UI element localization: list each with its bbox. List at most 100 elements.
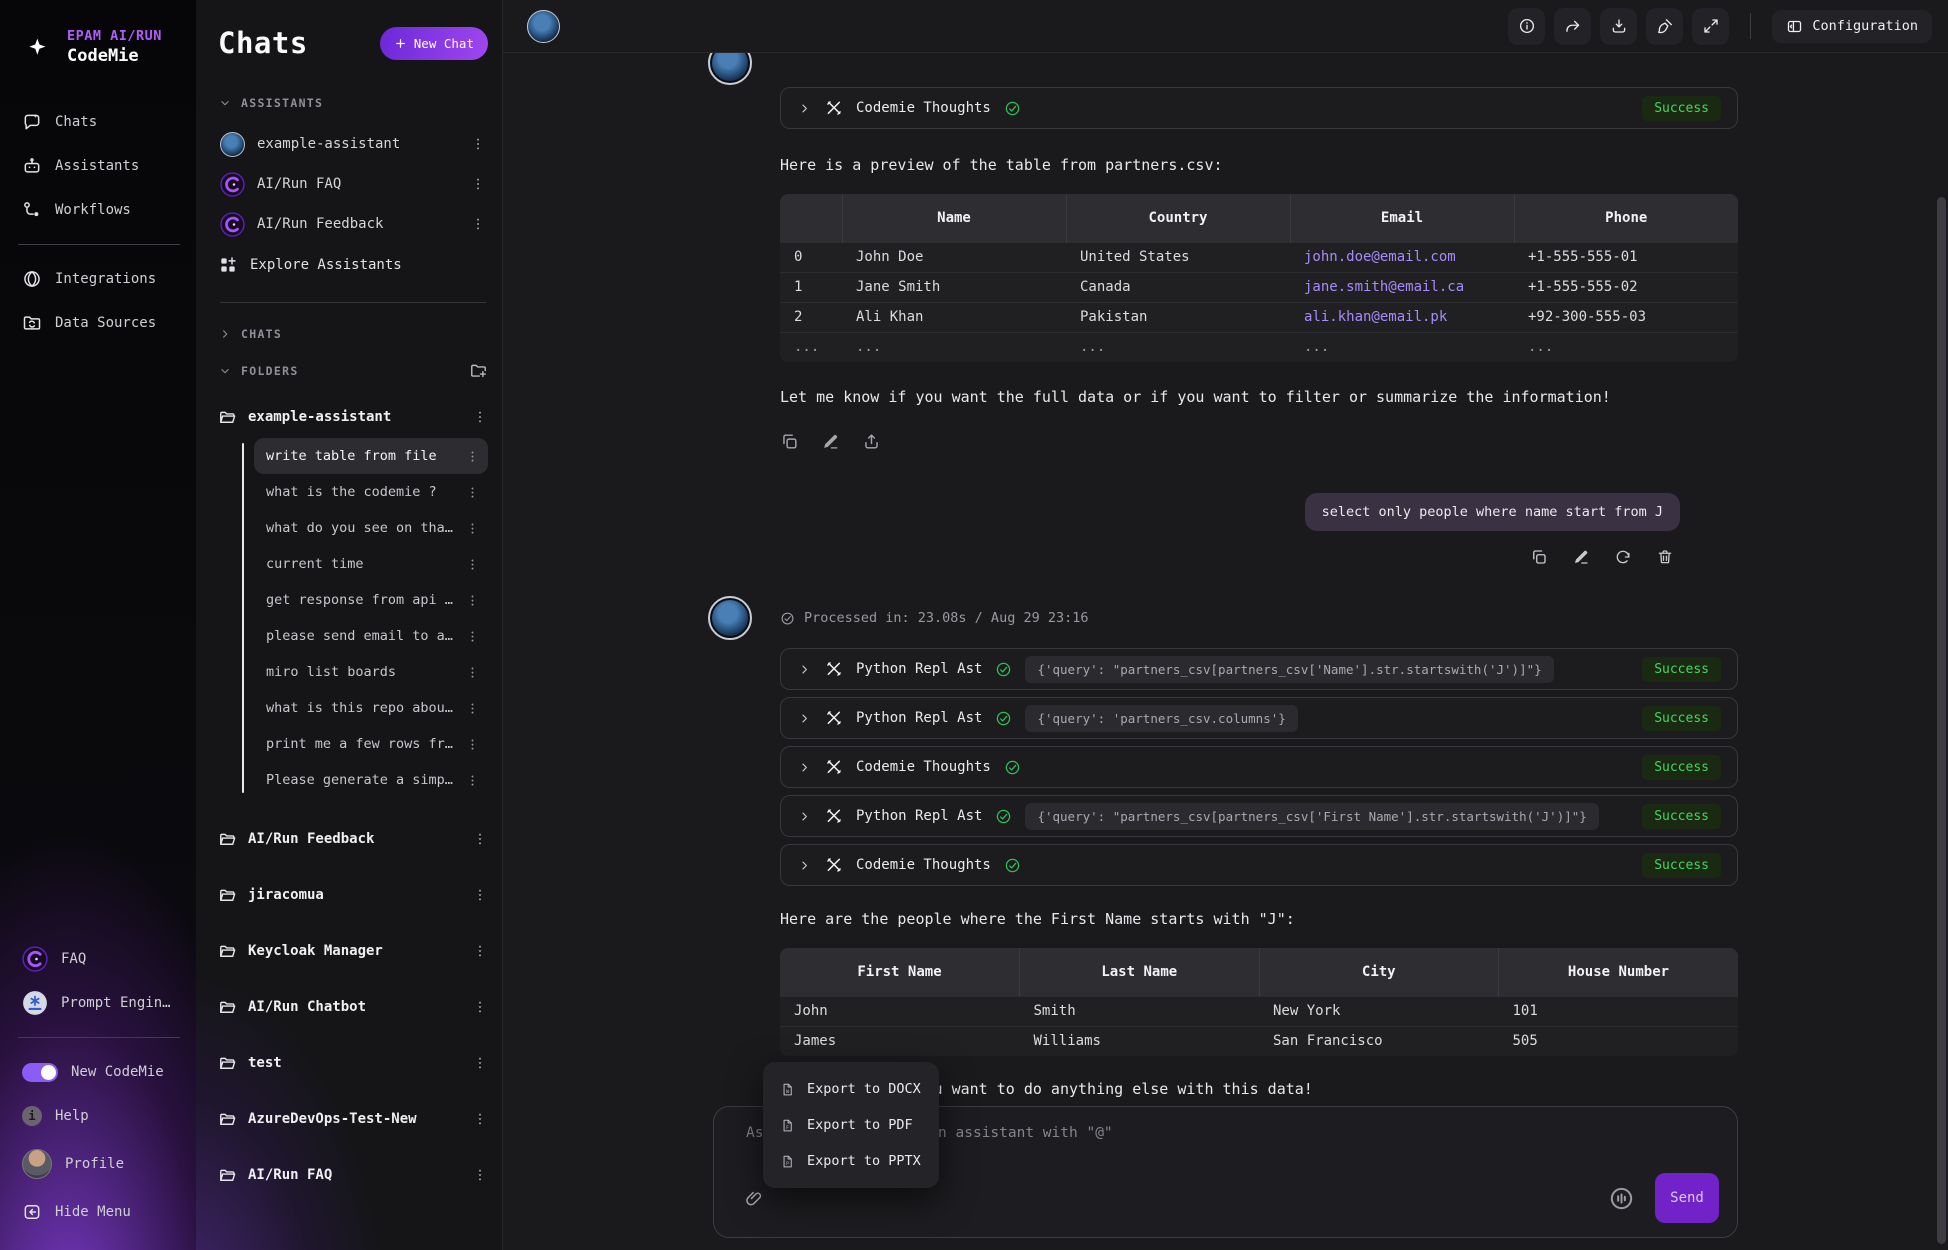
nav-item-integrations[interactable]: Integrations (14, 257, 184, 301)
chat-item[interactable]: Please generate a simp… (254, 762, 488, 798)
kebab-menu-icon[interactable] (470, 176, 486, 192)
folder-label: jiracomua (248, 887, 324, 903)
chevron-right-icon[interactable] (797, 662, 812, 677)
folder-test[interactable]: test (218, 1048, 488, 1078)
chevron-right-icon[interactable] (797, 711, 812, 726)
tool-call-row[interactable]: Codemie Thoughts Success (780, 746, 1738, 788)
tool-call-row[interactable]: Python Repl Ast {'query': 'partners_csv.… (780, 697, 1738, 739)
kebab-menu-icon[interactable] (472, 943, 488, 959)
kebab-menu-icon[interactable] (465, 449, 480, 464)
add-folder-icon[interactable] (469, 361, 488, 380)
kebab-menu-icon[interactable] (470, 216, 486, 232)
nav-item-hide-menu[interactable]: Hide Menu (14, 1190, 184, 1234)
email-link[interactable]: ali.khan@email.pk (1304, 309, 1447, 325)
chevron-right-icon[interactable] (797, 101, 812, 116)
kebab-menu-icon[interactable] (465, 701, 480, 716)
folder-example-assistant[interactable]: example-assistant (218, 402, 488, 432)
scrollbar-thumb[interactable] (1937, 197, 1946, 1244)
email-link[interactable]: john.doe@email.com (1304, 249, 1456, 265)
kebab-menu-icon[interactable] (465, 485, 480, 500)
check-circle-icon (780, 611, 795, 626)
new-chat-button[interactable]: New Chat (380, 27, 488, 60)
clear-chat-button[interactable] (1646, 8, 1683, 45)
copy-icon[interactable] (1530, 548, 1548, 566)
voice-input-icon[interactable] (1608, 1185, 1635, 1212)
chat-info-button[interactable] (1508, 8, 1545, 45)
kebab-menu-icon[interactable] (472, 831, 488, 847)
nav-item-workflows[interactable]: Workflows (14, 188, 184, 232)
folder-airun-faq[interactable]: AI/Run FAQ (218, 1160, 488, 1190)
export-icon[interactable] (862, 432, 881, 451)
kebab-menu-icon[interactable] (465, 665, 480, 680)
share-chat-button[interactable] (1554, 8, 1591, 45)
assistant-item-example-assistant[interactable]: example-assistant (218, 124, 488, 164)
configuration-button[interactable]: Configuration (1772, 10, 1932, 43)
email-link[interactable]: jane.smith@email.ca (1304, 279, 1464, 295)
section-folders[interactable]: FOLDERS (218, 361, 488, 380)
menu-item-export-docx[interactable]: Export to DOCX (763, 1071, 939, 1107)
edit-pencil-icon[interactable] (1572, 548, 1590, 566)
assistant-item-airun-faq[interactable]: AI/Run FAQ (218, 164, 488, 204)
folder-azuredevops-test-new[interactable]: AzureDevOps-Test-New (218, 1104, 488, 1134)
nav-item-data-sources[interactable]: Data Sources (14, 301, 184, 345)
copy-icon[interactable] (780, 432, 799, 451)
chat-item[interactable]: please send email to a… (254, 618, 488, 654)
chat-item-selected[interactable]: write table from file (254, 438, 488, 474)
fullscreen-button[interactable] (1692, 8, 1729, 45)
delete-trash-icon[interactable] (1656, 548, 1674, 566)
kebab-menu-icon[interactable] (472, 887, 488, 903)
kebab-menu-icon[interactable] (472, 999, 488, 1015)
chat-item[interactable]: what do you see on tha… (254, 510, 488, 546)
panel-left-icon (1786, 18, 1803, 35)
folder-airun-chatbot[interactable]: AI/Run Chatbot (218, 992, 488, 1022)
kebab-menu-icon[interactable] (472, 1055, 488, 1071)
nav-item-profile[interactable]: Profile (14, 1138, 184, 1190)
nav-item-help[interactable]: i Help (14, 1094, 184, 1138)
new-codemie-toggle[interactable] (22, 1063, 58, 1082)
section-assistants[interactable]: ASSISTANTS (218, 96, 488, 110)
tools-icon (825, 758, 843, 776)
kebab-menu-icon[interactable] (472, 1167, 488, 1183)
chat-item[interactable]: print me a few rows fr… (254, 726, 488, 762)
folder-airun-feedback[interactable]: AI/Run Feedback (218, 824, 488, 854)
check-circle-icon (995, 710, 1012, 727)
kebab-menu-icon[interactable] (472, 409, 488, 425)
tool-call-row[interactable]: Codemie Thoughts Success (780, 844, 1738, 886)
chat-item[interactable]: miro list boards (254, 654, 488, 690)
chat-item[interactable]: what is this repo abou… (254, 690, 488, 726)
nav-item-chats[interactable]: Chats (14, 100, 184, 144)
regenerate-icon[interactable] (1614, 548, 1632, 566)
kebab-menu-icon[interactable] (465, 557, 480, 572)
kebab-menu-icon[interactable] (465, 593, 480, 608)
folder-label: AI/Run FAQ (248, 1167, 332, 1183)
kebab-menu-icon[interactable] (472, 1111, 488, 1127)
folder-keycloak-manager[interactable]: Keycloak Manager (218, 936, 488, 966)
kebab-menu-icon[interactable] (465, 629, 480, 644)
folder-jiracomua[interactable]: jiracomua (218, 880, 488, 910)
assistant-item-airun-feedback[interactable]: AI/Run Feedback (218, 204, 488, 244)
section-chats[interactable]: CHATS (218, 321, 488, 347)
chevron-right-icon[interactable] (797, 858, 812, 873)
menu-item-export-pdf[interactable]: Export to PDF (763, 1107, 939, 1143)
download-chat-button[interactable] (1600, 8, 1637, 45)
chevron-right-icon[interactable] (797, 809, 812, 824)
menu-item-export-pptx[interactable]: Export to PPTX (763, 1143, 939, 1179)
kebab-menu-icon[interactable] (470, 136, 486, 152)
chat-item[interactable]: current time (254, 546, 488, 582)
edit-pencil-icon[interactable] (821, 432, 840, 451)
send-button[interactable]: Send (1655, 1173, 1719, 1223)
tool-call-row[interactable]: Python Repl Ast {'query': "partners_csv[… (780, 648, 1738, 690)
chat-item[interactable]: what is the codemie ? (254, 474, 488, 510)
nav-item-prompt-engineering[interactable]: Prompt Engin… (14, 981, 184, 1025)
nav-item-assistants[interactable]: Assistants (14, 144, 184, 188)
attach-paperclip-icon[interactable] (744, 1188, 764, 1208)
kebab-menu-icon[interactable] (465, 521, 480, 536)
kebab-menu-icon[interactable] (465, 737, 480, 752)
tool-call-row[interactable]: Python Repl Ast {'query': "partners_csv[… (780, 795, 1738, 837)
chat-item[interactable]: get response from api … (254, 582, 488, 618)
explore-assistants-button[interactable]: Explore Assistants (218, 244, 488, 286)
chevron-right-icon[interactable] (797, 760, 812, 775)
nav-item-faq[interactable]: FAQ (14, 937, 184, 981)
kebab-menu-icon[interactable] (465, 773, 480, 788)
tool-call-row[interactable]: Codemie Thoughts Success (780, 87, 1738, 129)
